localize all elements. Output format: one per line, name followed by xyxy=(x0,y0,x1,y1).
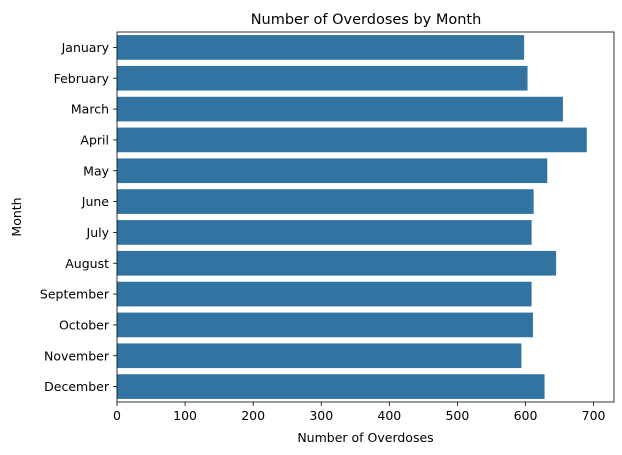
bar-october xyxy=(117,312,533,338)
x-axis-ticks: 0 100 200 300 400 500 600 700 xyxy=(113,402,606,423)
x-tick-label: 400 xyxy=(377,408,401,423)
bar-february xyxy=(117,65,528,91)
x-tick-label: 300 xyxy=(309,408,333,423)
y-tick-label: November xyxy=(44,348,110,363)
chart-title: Number of Overdoses by Month xyxy=(251,12,482,28)
y-tick-label: June xyxy=(81,194,110,209)
bar-december xyxy=(117,374,545,399)
y-tick-label: May xyxy=(83,163,109,178)
bar-august xyxy=(117,250,557,276)
y-tick-label: February xyxy=(54,71,110,86)
bar-march xyxy=(117,96,563,122)
bars-group xyxy=(117,35,587,399)
x-tick-label: 0 xyxy=(113,408,121,423)
bar-november xyxy=(117,343,522,369)
bar-april xyxy=(117,127,587,153)
x-axis-label: Number of Overdoses xyxy=(297,430,433,445)
y-axis-label: Month xyxy=(9,197,24,236)
y-tick-label: December xyxy=(44,379,110,394)
y-tick-label: September xyxy=(40,287,110,302)
bar-june xyxy=(117,189,534,214)
x-tick-label: 600 xyxy=(514,408,538,423)
y-tick-label: January xyxy=(61,40,110,55)
y-axis-ticks: January February March April May June July Augu… xyxy=(40,40,117,394)
plot-frame xyxy=(116,31,615,403)
bar-july xyxy=(117,220,532,245)
y-tick-label: March xyxy=(71,102,109,117)
x-tick-label: 200 xyxy=(241,408,265,423)
y-tick-label: August xyxy=(65,256,109,271)
bar-january xyxy=(117,35,525,60)
y-tick-label: July xyxy=(86,225,110,240)
y-tick-label: April xyxy=(80,132,109,147)
x-tick-label: 700 xyxy=(582,408,606,423)
bar-may xyxy=(117,158,548,184)
y-tick-label: October xyxy=(59,317,110,332)
x-tick-label: 500 xyxy=(445,408,469,423)
x-tick-label: 100 xyxy=(173,408,197,423)
bar-september xyxy=(117,281,532,307)
